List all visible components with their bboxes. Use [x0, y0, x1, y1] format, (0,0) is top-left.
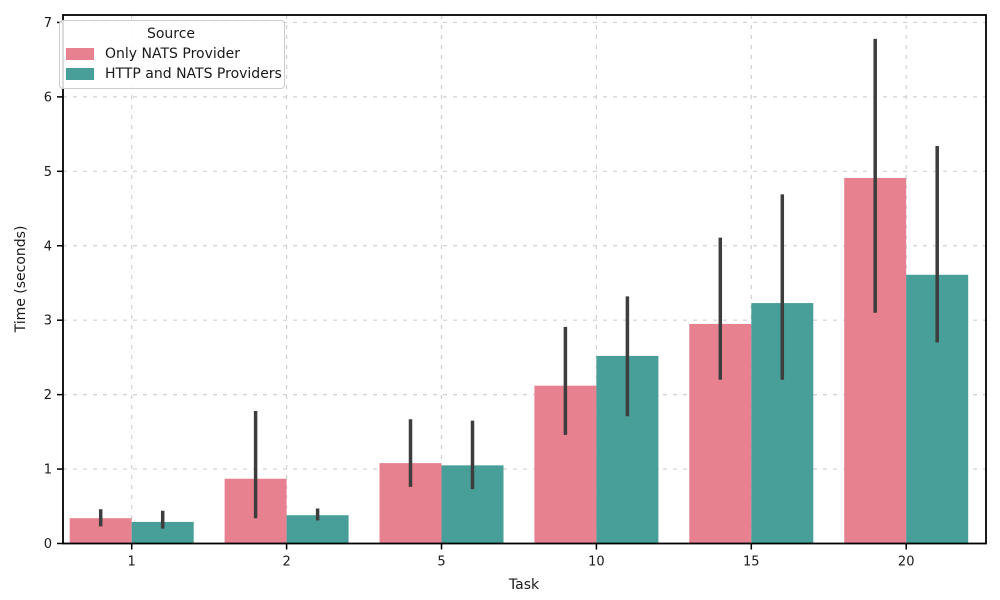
x-tick-label: 10 — [588, 555, 605, 570]
y-tick-label: 1 — [44, 463, 52, 478]
legend: Source Only NATS Provider HTTP and NATS … — [59, 20, 285, 89]
legend-entry-label: HTTP and NATS Providers — [105, 66, 282, 82]
x-tick-label: 2 — [282, 555, 290, 570]
x-tick-label: 5 — [437, 555, 445, 570]
y-tick-label: 4 — [44, 239, 52, 254]
y-tick-label: 5 — [44, 165, 52, 180]
y-tick-label: 2 — [44, 388, 52, 403]
legend-swatch-only-nats-icon — [66, 48, 94, 60]
legend-entry-only-nats: Only NATS Provider — [66, 45, 276, 63]
legend-swatch-http-nats-icon — [66, 68, 94, 80]
legend-entry-http-nats: HTTP and NATS Providers — [66, 65, 282, 83]
x-axis-label: Task — [508, 577, 540, 593]
y-tick-label: 3 — [44, 314, 52, 329]
x-tick-label: 20 — [898, 555, 915, 570]
plot-border — [62, 14, 987, 545]
x-tick-label: 15 — [743, 555, 760, 570]
x-tick-label: 1 — [128, 555, 136, 570]
legend-title: Source — [146, 26, 196, 42]
legend-entry-label: Only NATS Provider — [105, 46, 241, 62]
bar-http-and-nats-providers-task-1 — [131, 521, 194, 544]
y-tick-label: 7 — [44, 16, 52, 31]
y-tick-label: 0 — [44, 537, 52, 552]
y-tick-label: 6 — [44, 90, 52, 105]
y-axis-label: Time (seconds) — [13, 225, 29, 333]
